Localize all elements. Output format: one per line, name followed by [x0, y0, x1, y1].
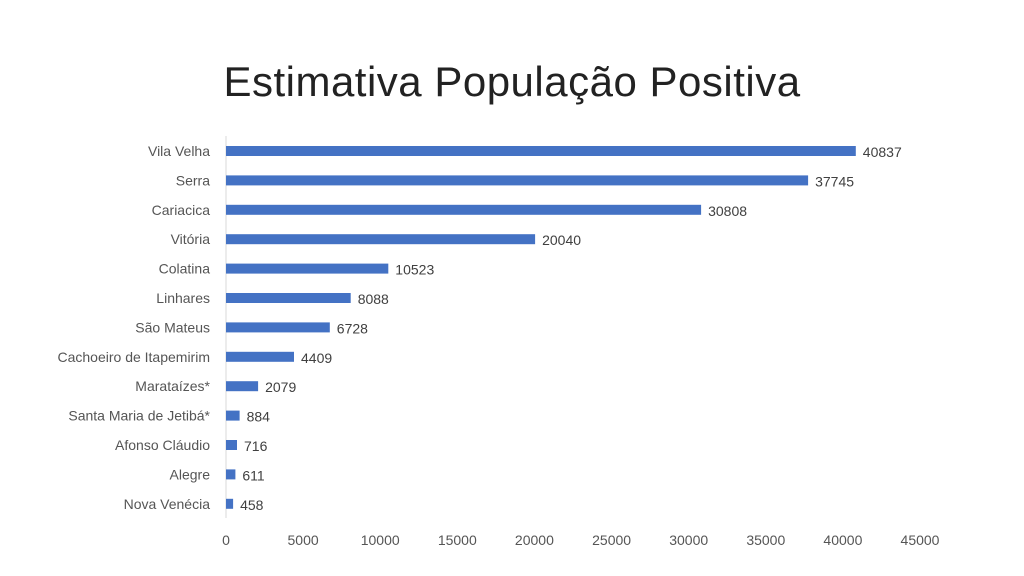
category-label: Nova Venécia: [124, 496, 211, 512]
x-tick-label: 45000: [901, 532, 940, 548]
bar: [226, 351, 294, 362]
bar: [226, 322, 330, 333]
x-tick-label: 35000: [746, 532, 785, 548]
category-labels-group: Vila Velha Serra Cariacica Vitória Colatina L…: [57, 143, 210, 512]
x-tick-label: 10000: [361, 532, 400, 548]
category-label: Afonso Cláudio: [115, 437, 210, 453]
value-label: 8088: [358, 291, 389, 307]
value-label: 716: [244, 438, 268, 454]
x-tick-label: 40000: [823, 532, 862, 548]
value-label: 6728: [337, 320, 368, 336]
value-label: 40837: [863, 144, 902, 160]
bar: [226, 175, 809, 186]
value-label: 611: [242, 467, 265, 483]
x-tick-label: 20000: [515, 532, 554, 548]
value-label: 2079: [265, 379, 296, 395]
category-label: Colatina: [159, 261, 211, 277]
category-label: Vila Velha: [148, 143, 210, 159]
bar: [226, 293, 351, 303]
bar: [226, 381, 259, 392]
value-label: 37745: [815, 173, 854, 189]
bar: [226, 410, 240, 421]
bar: [226, 146, 856, 156]
chart-title: Estimativa População Positiva: [223, 58, 801, 105]
bar: [226, 234, 536, 245]
value-label: 10523: [395, 262, 434, 278]
value-labels-group: 40837 37745 30808 20040 10523 8088 6728 4409 207…: [240, 144, 902, 513]
value-label: 884: [247, 409, 271, 425]
x-tick-label: 0: [222, 532, 230, 548]
value-label: 30808: [708, 203, 747, 219]
bar: [226, 204, 702, 215]
category-label: Santa Maria de Jetibá*: [68, 408, 210, 424]
category-label: Cariacica: [152, 202, 211, 218]
category-label: São Mateus: [135, 319, 210, 335]
x-tick-label: 15000: [438, 532, 477, 548]
category-label: Vitória: [171, 231, 211, 247]
category-label: Alegre: [170, 466, 211, 482]
category-label: Cachoeiro de Itapemirim: [57, 349, 210, 365]
value-label: 20040: [542, 232, 581, 248]
bar: [226, 263, 389, 274]
bar: [226, 440, 237, 450]
category-label: Linhares: [156, 290, 210, 306]
x-tick-label: 25000: [592, 532, 631, 548]
category-label: Marataízes*: [135, 378, 210, 394]
category-label: Serra: [176, 172, 210, 188]
x-tick-labels-group: 0 5000 10000 15000 20000 25000 30000 35000 40000…: [222, 532, 940, 548]
x-tick-label: 30000: [669, 532, 708, 548]
x-tick-label: 5000: [288, 532, 319, 548]
value-label: 458: [240, 497, 264, 513]
bar: [226, 469, 236, 480]
bars-group: [226, 146, 856, 509]
value-label: 4409: [301, 350, 332, 366]
bar: [226, 498, 234, 509]
